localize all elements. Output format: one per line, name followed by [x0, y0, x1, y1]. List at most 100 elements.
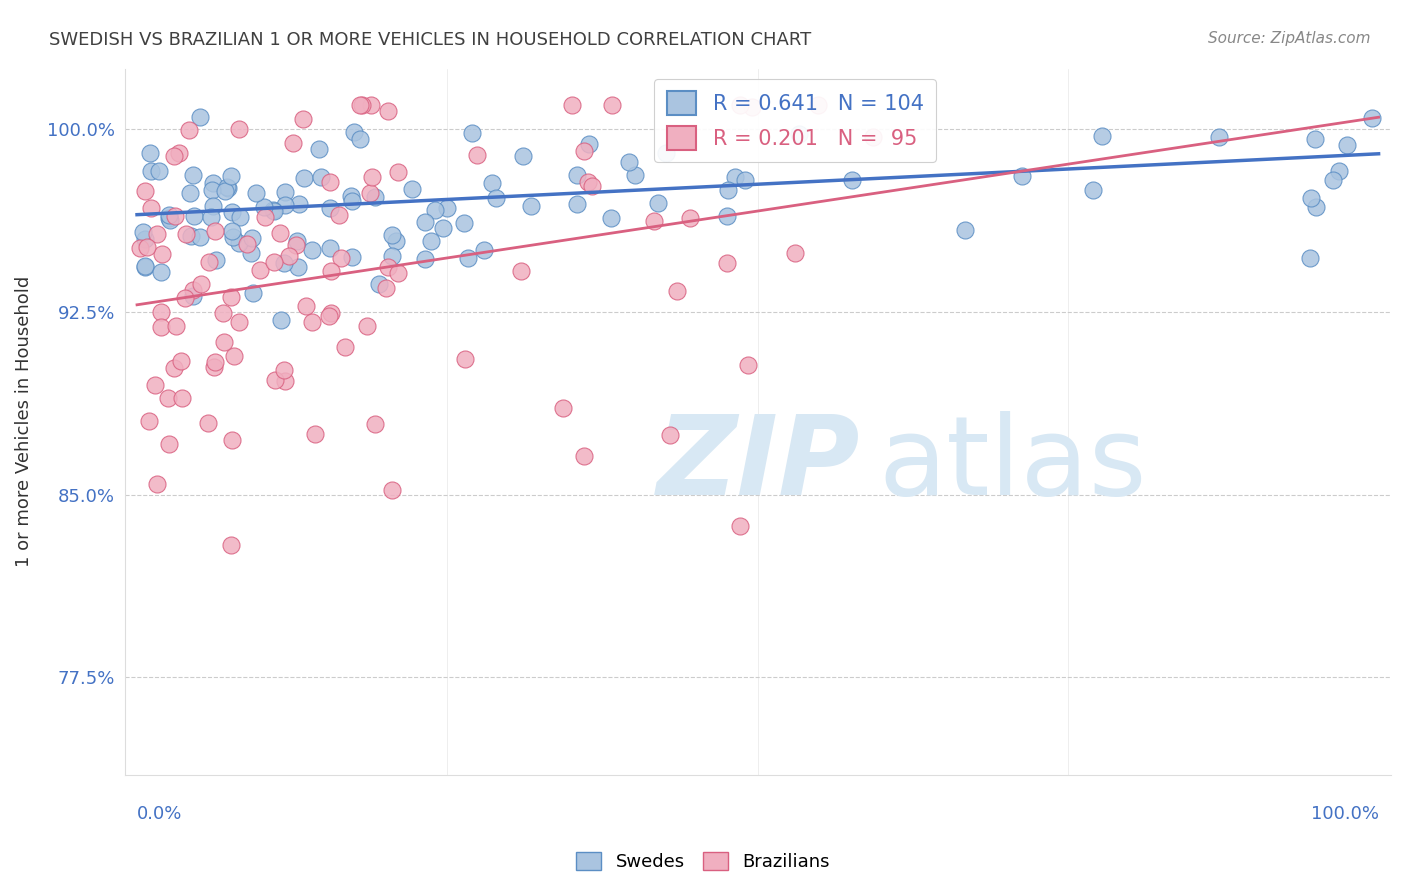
Point — [581, 179, 603, 194]
Point — [1327, 164, 1350, 178]
Point — [654, 146, 676, 161]
Point — [134, 232, 156, 246]
Point — [1208, 129, 1230, 144]
Point — [201, 199, 224, 213]
Point — [150, 319, 173, 334]
Point — [401, 182, 423, 196]
Point — [600, 98, 623, 112]
Point — [157, 208, 180, 222]
Point — [432, 221, 454, 235]
Point — [285, 235, 308, 249]
Point — [553, 401, 575, 415]
Legend: R = 0.641   N = 104, R = 0.201   N =  95: R = 0.641 N = 104, R = 0.201 N = 95 — [654, 78, 936, 162]
Point — [263, 203, 285, 218]
Point — [567, 197, 589, 211]
Point — [340, 194, 363, 209]
Point — [221, 434, 243, 448]
Point — [150, 247, 173, 261]
Point — [200, 211, 222, 225]
Point — [520, 199, 543, 213]
Point — [174, 227, 197, 241]
Point — [134, 259, 156, 273]
Point — [149, 305, 172, 319]
Point — [143, 378, 166, 392]
Point — [862, 130, 884, 145]
Point — [364, 190, 387, 204]
Point — [139, 146, 162, 161]
Point — [572, 449, 595, 463]
Point — [273, 256, 295, 270]
Point — [249, 263, 271, 277]
Point — [319, 306, 342, 320]
Point — [219, 290, 242, 304]
Point — [138, 414, 160, 428]
Point — [1090, 129, 1112, 144]
Point — [716, 256, 738, 270]
Point — [343, 125, 366, 139]
Point — [360, 98, 382, 112]
Point — [212, 306, 235, 320]
Point — [647, 195, 669, 210]
Point — [181, 283, 204, 297]
Text: SWEDISH VS BRAZILIAN 1 OR MORE VEHICLES IN HOUSEHOLD CORRELATION CHART: SWEDISH VS BRAZILIAN 1 OR MORE VEHICLES … — [49, 31, 811, 49]
Point — [169, 146, 191, 161]
Point — [287, 260, 309, 274]
Point — [291, 112, 314, 126]
Point — [1299, 191, 1322, 205]
Point — [460, 126, 482, 140]
Point — [728, 98, 751, 112]
Point — [1083, 183, 1105, 197]
Y-axis label: 1 or more Vehicles in Household: 1 or more Vehicles in Household — [15, 277, 32, 567]
Point — [217, 181, 239, 195]
Point — [374, 281, 396, 295]
Point — [183, 209, 205, 223]
Point — [157, 211, 180, 225]
Point — [512, 149, 534, 163]
Point — [141, 164, 163, 178]
Point — [134, 260, 156, 274]
Point — [136, 239, 159, 253]
Point — [576, 175, 599, 189]
Point — [624, 169, 647, 183]
Point — [228, 235, 250, 250]
Point — [381, 248, 404, 262]
Point — [728, 519, 751, 533]
Point — [204, 223, 226, 237]
Point — [724, 169, 747, 184]
Point — [129, 241, 152, 255]
Point — [163, 148, 186, 162]
Point — [1299, 251, 1322, 265]
Point — [228, 121, 250, 136]
Point — [472, 243, 495, 257]
Point — [132, 225, 155, 239]
Point — [453, 216, 475, 230]
Point — [741, 100, 763, 114]
Point — [381, 227, 404, 242]
Point — [457, 251, 479, 265]
Point — [180, 228, 202, 243]
Point — [953, 223, 976, 237]
Point — [188, 230, 211, 244]
Point — [1361, 111, 1384, 125]
Point — [157, 391, 180, 405]
Point — [163, 360, 186, 375]
Point — [340, 250, 363, 264]
Point — [420, 235, 443, 249]
Point — [333, 340, 356, 354]
Point — [304, 426, 326, 441]
Point — [318, 201, 340, 215]
Point — [510, 264, 533, 278]
Point — [229, 210, 252, 224]
Point — [141, 201, 163, 215]
Point — [340, 188, 363, 202]
Point — [157, 437, 180, 451]
Point — [181, 168, 204, 182]
Point — [643, 213, 665, 227]
Point — [349, 98, 371, 112]
Point — [197, 417, 219, 431]
Point — [356, 318, 378, 333]
Point — [318, 309, 340, 323]
Point — [198, 254, 221, 268]
Text: 100.0%: 100.0% — [1310, 805, 1379, 823]
Point — [423, 202, 446, 217]
